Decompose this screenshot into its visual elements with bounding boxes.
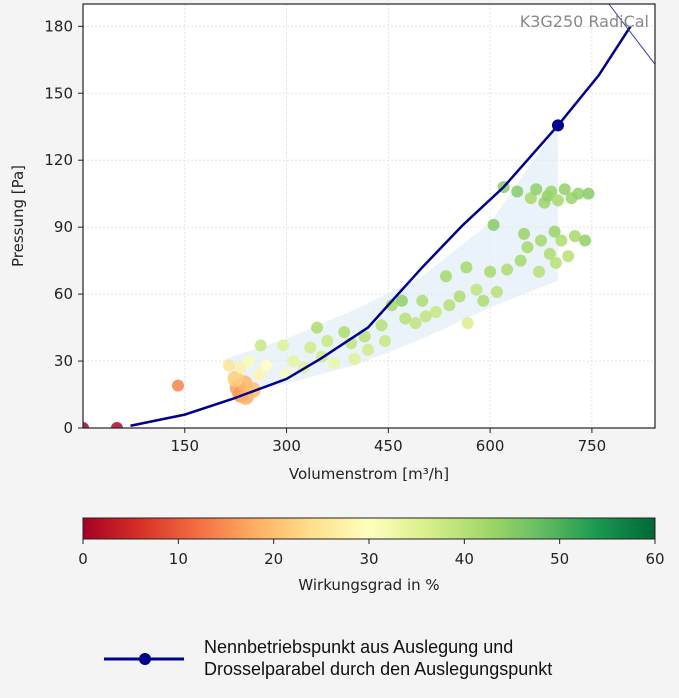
throttle-curve [130,25,632,427]
y-tick-label: 180 [44,17,73,35]
scatter-point [461,317,474,330]
colorbar-tick-label: 30 [359,550,378,568]
legend-marker-icon [139,653,151,665]
y-axis-label: Pressung [Pa] [9,165,27,267]
colorbar-tick-label: 40 [455,550,474,568]
scatter-point [375,319,388,332]
scatter-point [222,359,235,372]
scatter-point [548,225,561,238]
scatter-point [253,368,266,381]
scatter-point [287,355,300,368]
scatter-point [358,330,371,343]
scatter-point [568,230,581,243]
scatter-point [518,227,531,240]
scatter-point [419,310,432,323]
scatter-point [110,422,123,428]
scatter-point [514,254,527,267]
scatter-point [511,185,524,198]
legend-line-2: Drosselparabel durch den Auslegungspunkt [204,659,553,679]
scatter-point [416,294,429,307]
colorbar-tick-label: 0 [78,550,88,568]
scatter-point [535,234,548,247]
scatter-point [429,305,442,318]
y-tick-label: 120 [44,151,73,169]
scatter-point [227,370,244,387]
scatter-point [501,263,514,276]
scatter-point [530,183,543,196]
y-tick-label: 0 [63,419,73,437]
scatter-point [562,250,575,263]
scatter-point [234,361,247,374]
scatter-point [361,343,374,356]
y-tick-label: 60 [54,285,73,303]
x-tick-label: 750 [578,437,607,455]
scatter-point [338,326,351,339]
scatter-point [321,334,334,347]
scatter-point [545,185,558,198]
legend-line-1: Nennbetriebspunkt aus Auslegung und [204,637,514,657]
scatter-point [532,265,545,278]
scatter-point [555,234,568,247]
x-tick-label: 300 [272,437,301,455]
scatter-point [409,317,422,330]
legend: Nennbetriebspunkt aus Auslegung und Dros… [204,636,664,680]
colorbar-tick-label: 50 [550,550,569,568]
scatter-point [348,352,361,365]
scatter-point [260,359,273,372]
y-tick-label: 150 [44,84,73,102]
scatter-point [524,192,537,205]
y-tick-label: 30 [54,352,73,370]
scatter-point [521,241,534,254]
scatter-point [395,294,408,307]
chart-title: K3G250 RadiCal [520,12,649,31]
scatter-point [453,290,466,303]
plot-area [83,4,655,428]
scatter-point [399,312,412,325]
scatter-point [487,218,500,231]
scatter-point [543,247,556,260]
scatter-point [378,334,391,347]
scatter-point [549,256,562,269]
x-tick-label: 150 [170,437,199,455]
y-tick-label: 90 [54,218,73,236]
colorbar-label: Wirkungsgrad in % [298,576,439,594]
scatter-point [484,265,497,278]
scatter-point [572,187,585,200]
scatter-point [304,341,317,354]
scatter-point [558,183,571,196]
operating-point [551,119,564,132]
colorbar-ticks: 0 10 20 30 40 50 60 [78,539,665,568]
scatter-point [551,194,564,207]
x-axis-label: Volumenstrom [m³/h] [289,465,449,483]
scatter-point [328,357,341,370]
colorbar-tick-label: 60 [645,550,664,568]
secondary-line [608,4,655,65]
scatter-point [582,187,595,200]
scatter-point [171,379,184,392]
scatter-point [254,339,267,352]
scatter-point [443,299,456,312]
colorbar-tick-label: 10 [169,550,188,568]
scatter-point [579,234,592,247]
y-ticks: 0 30 60 90 120 150 180 [44,17,83,437]
scatter-point [277,339,290,352]
scatter-point [440,270,453,283]
x-tick-label: 600 [476,437,505,455]
scatter-point [477,294,490,307]
scatter-point [385,299,398,312]
scatter-point [460,261,473,274]
scatter-point [311,321,324,334]
x-ticks: 150 300 450 600 750 [170,428,606,455]
colorbar [82,517,656,540]
x-tick-label: 450 [374,437,403,455]
scatter-point [243,355,256,368]
plot-frame [82,3,656,429]
scatter-point [470,283,483,296]
scatter-point [490,285,503,298]
scatter-point [83,422,89,428]
colorbar-tick-label: 20 [264,550,283,568]
